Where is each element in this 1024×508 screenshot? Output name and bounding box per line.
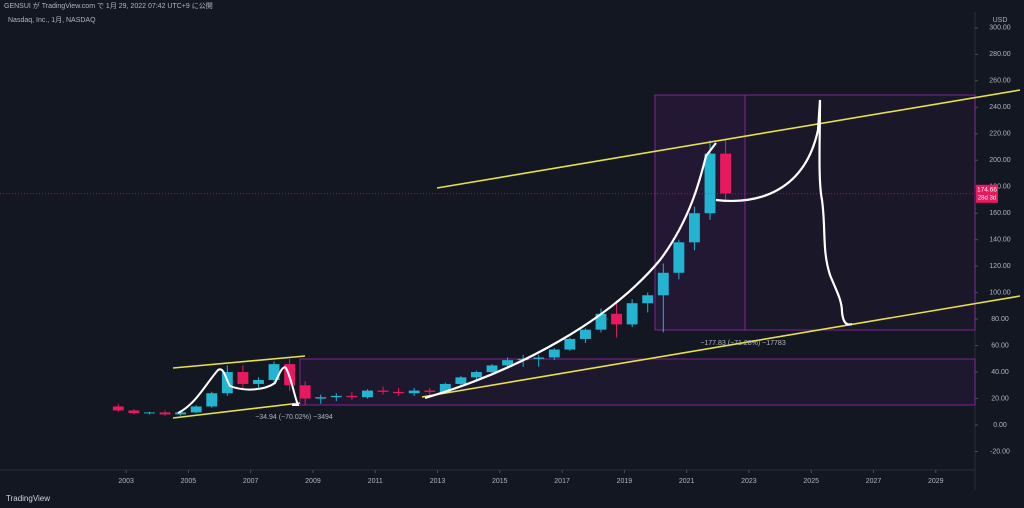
x-tick-label: 2005 (181, 478, 197, 485)
candle-body (642, 295, 654, 304)
y-tick-label: 280.00 (989, 51, 1011, 58)
x-tick-label: 2007 (243, 478, 259, 485)
range-box (299, 358, 976, 406)
candle-body (533, 357, 545, 359)
candle-body (393, 391, 405, 394)
measure-label: −34.94 (−70.02%) −3494 (255, 414, 333, 421)
x-tick-label: 2009 (305, 478, 321, 485)
candle-body (548, 349, 560, 358)
candle-body (377, 390, 389, 392)
candle-body (502, 360, 514, 366)
candle-body (330, 395, 342, 398)
y-tick-label: 60.00 (991, 342, 1009, 349)
candle-body (346, 395, 358, 398)
countdown-label: 28d 3d (978, 195, 996, 201)
brand: TradingView (6, 494, 50, 503)
candle-body (408, 390, 420, 394)
x-tick-label: 2019 (617, 478, 633, 485)
candle-body (206, 393, 218, 407)
candle-body (595, 313, 607, 330)
candle-body (688, 213, 700, 243)
candle-body (315, 397, 327, 399)
trend-line (172, 402, 301, 419)
candle-body (159, 412, 171, 415)
candle-body (237, 372, 249, 384)
candle-body (268, 364, 280, 380)
y-tick-label: 240.00 (989, 104, 1011, 111)
trend-line (172, 355, 306, 369)
y-tick-label: 220.00 (989, 131, 1011, 138)
trend-line (421, 295, 1021, 398)
last-price-label: 174.66 (977, 187, 997, 194)
candle-body (253, 379, 264, 384)
y-tick-label: 140.00 (989, 237, 1011, 244)
publish-header: GENSUI が TradingView.com で 1月 29, 2022 0… (4, 1, 213, 10)
candle-body (720, 153, 732, 194)
y-tick-label: 20.00 (991, 395, 1009, 402)
x-tick-label: 2013 (430, 478, 446, 485)
candle-body (564, 338, 576, 350)
candle-body (424, 390, 436, 392)
candle-body (611, 313, 623, 325)
candle-body (657, 272, 669, 296)
x-tick-label: 2025 (803, 478, 819, 485)
y-tick-label: 40.00 (991, 369, 1009, 376)
x-tick-label: 2015 (492, 478, 508, 485)
freehand-drawing (424, 142, 717, 400)
y-tick-label: 120.00 (989, 263, 1011, 270)
y-tick-label: 260.00 (989, 78, 1011, 85)
candle-body (299, 385, 311, 399)
measure-label: −177.83 (−71.28%) −17783 (700, 340, 786, 347)
x-tick-label: 2027 (866, 478, 882, 485)
candle-body (486, 365, 498, 373)
candle-body (579, 329, 591, 339)
x-tick-label: 2023 (741, 478, 757, 485)
candle-body (704, 153, 716, 214)
candle-body (439, 383, 451, 392)
y-tick-label: 0.00 (993, 422, 1007, 429)
y-tick-label: 180.00 (989, 184, 1011, 191)
x-tick-label: 2003 (118, 478, 134, 485)
footer (0, 490, 1024, 508)
y-tick-label: 300.00 (989, 25, 1011, 32)
symbol-title: Nasdaq, Inc., 1月, NASDAQ (8, 16, 96, 24)
candle-body (128, 410, 140, 414)
x-tick-label: 2011 (368, 478, 383, 485)
freehand-drawing (715, 99, 853, 326)
candle-body (626, 303, 638, 325)
trend-line (436, 89, 1021, 189)
candle-body (190, 406, 202, 413)
y-tick-label: 100.00 (989, 289, 1011, 296)
candle-body (470, 372, 482, 378)
freehand-drawing (177, 366, 300, 414)
candle-body (175, 412, 187, 415)
y-tick-label: 80.00 (991, 316, 1009, 323)
y-tick-label: -20.00 (990, 448, 1010, 455)
candle-body (673, 242, 685, 273)
candle-body (112, 406, 124, 411)
x-tick-label: 2017 (554, 478, 570, 485)
currency: USD (993, 17, 1008, 24)
candle-body (144, 412, 155, 414)
candle-body (362, 390, 373, 398)
last-price-tag (976, 184, 998, 203)
y-tick-label: 200.00 (989, 157, 1011, 164)
range-box-part (655, 95, 745, 330)
x-tick-label: 2029 (928, 478, 944, 485)
x-tick-label: 2021 (679, 478, 695, 485)
candle-body (455, 377, 467, 384)
y-tick-label: 160.00 (989, 210, 1011, 217)
